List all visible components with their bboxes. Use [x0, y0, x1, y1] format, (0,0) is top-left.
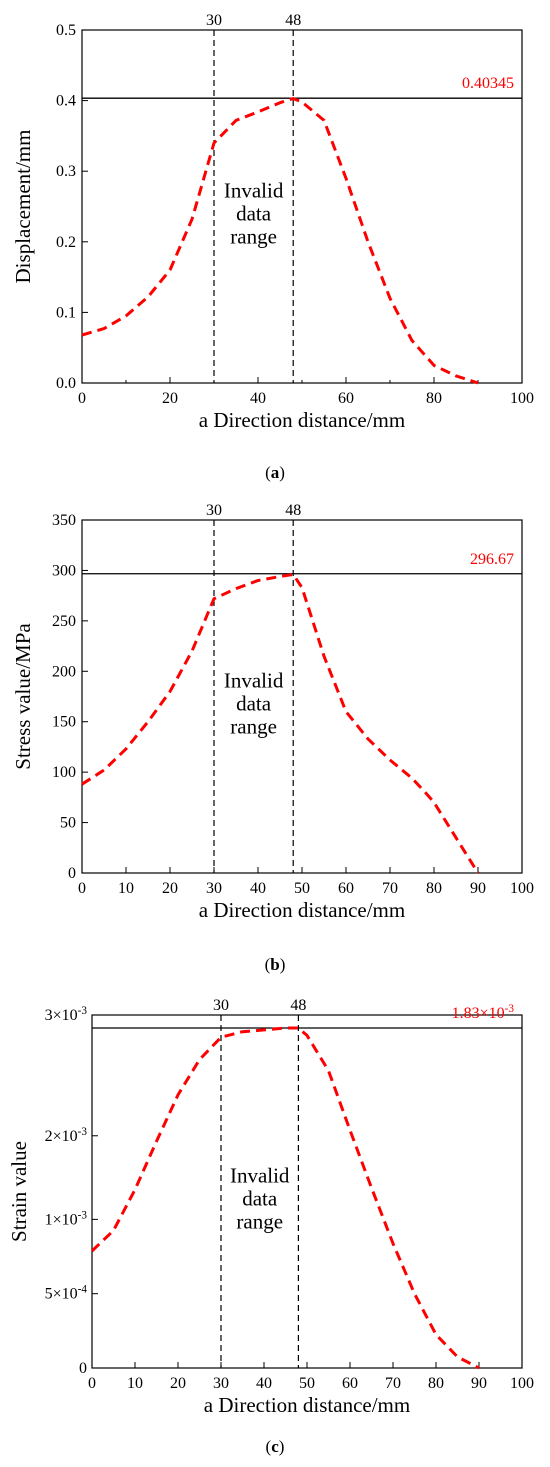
- x-tick-label: 0: [88, 1375, 96, 1392]
- panel-b: 0 10 20 30 40 50 60 70 80 90 100 0 50 100 150 200 250 300…: [0, 490, 550, 930]
- plot-frame: [91, 1014, 523, 1369]
- strain-chart: 0 10 20 30 40 50 60 70 80 90 100 0 5×10-4 1×10-3 2×10-…: [7, 997, 534, 1417]
- stress-chart: 0 10 20 30 40 50 60 70 80 90 100 0 50 100 150 200 250 300…: [11, 502, 534, 922]
- x-tick-label: 40: [256, 1375, 272, 1392]
- y-tick-label: 350: [52, 512, 76, 529]
- marker-label-30: 30: [206, 12, 222, 29]
- y-tick-label: 150: [52, 714, 76, 731]
- x-axis-label: a Direction distance/mm: [204, 1393, 410, 1417]
- x-axis-label: a Direction distance/mm: [199, 408, 405, 432]
- x-tick-label: 30: [206, 880, 222, 897]
- y-tick-label: 0.3: [56, 163, 76, 180]
- y-tick-label: 2×10-3: [45, 1126, 88, 1145]
- x-tick-label: 70: [385, 1375, 401, 1392]
- y-tick-label: 0.0: [56, 375, 76, 392]
- invalid-range-annotation: data: [242, 1187, 278, 1211]
- x-tick-label: 50: [294, 880, 310, 897]
- x-tick-label: 10: [118, 880, 134, 897]
- invalid-range-annotation: data: [236, 692, 272, 716]
- panel-c: 0 10 20 30 40 50 60 70 80 90 100 0 5×10-4 1×10-3 2×10-…: [0, 985, 550, 1425]
- peak-value-label: 0.40345: [462, 75, 514, 92]
- x-tick-label: 80: [426, 390, 442, 407]
- y-tick-label: 0.4: [56, 93, 76, 110]
- y-tick-label: 0: [68, 865, 76, 882]
- y-tick-label: 200: [52, 663, 76, 680]
- invalid-range-annotation: range: [230, 715, 277, 739]
- x-tick-label: 10: [127, 1375, 143, 1392]
- x-tick-label: 90: [471, 1375, 487, 1392]
- x-axis-label: a Direction distance/mm: [199, 898, 405, 922]
- y-tick-label: 3×10-3: [45, 1005, 88, 1024]
- marker-label-30: 30: [206, 502, 222, 519]
- x-tick-label: 20: [162, 390, 178, 407]
- marker-label-48: 48: [285, 12, 301, 29]
- x-tick-label: 40: [250, 390, 266, 407]
- marker-label-48: 48: [285, 502, 301, 519]
- y-axis-label: Strain value: [7, 1141, 31, 1242]
- plot-frame: [81, 29, 523, 384]
- invalid-range-annotation: range: [236, 1210, 283, 1234]
- y-tick-label: 250: [52, 613, 76, 630]
- invalid-range-annotation: Invalid: [224, 669, 284, 693]
- caption-c: (c): [265, 1437, 285, 1456]
- invalid-range-annotation: data: [236, 202, 272, 226]
- y-tick-label: 300: [52, 562, 76, 579]
- x-tick-label: 30: [213, 1375, 229, 1392]
- caption-b: (b): [264, 955, 286, 974]
- x-tick-label: 80: [426, 880, 442, 897]
- y-tick-label: 0: [79, 1360, 87, 1377]
- data-series-line: [90, 1026, 480, 1370]
- peak-value-label: 1.83×10-3: [452, 1003, 515, 1022]
- x-tick-label: 60: [338, 390, 354, 407]
- y-tick-label: 5×10-4: [45, 1284, 88, 1303]
- x-tick-label: 100: [510, 390, 534, 407]
- x-tick-label: 100: [510, 880, 534, 897]
- peak-value-label: 296.67: [470, 551, 514, 568]
- marker-label-48: 48: [290, 997, 306, 1014]
- data-series-line: [81, 97, 479, 385]
- invalid-range-annotation: Invalid: [224, 179, 284, 203]
- marker-label-30: 30: [213, 997, 229, 1014]
- caption-a: (a): [265, 463, 285, 482]
- y-tick-label: 100: [52, 764, 76, 781]
- invalid-range-annotation: Invalid: [230, 1164, 290, 1188]
- y-axis-label: Stress value/MPa: [11, 623, 35, 770]
- x-tick-label: 60: [342, 1375, 358, 1392]
- y-tick-label: 50: [60, 815, 76, 832]
- x-tick-label: 0: [78, 390, 86, 407]
- plot-frame: [81, 519, 523, 874]
- data-series-line: [81, 573, 480, 874]
- panel-a: 0 20 40 60 80 100 0.0 0.1 0.2 0.3 0.4 0.5 a Directio…: [0, 0, 550, 435]
- y-tick-label: 0.1: [56, 304, 76, 321]
- x-tick-label: 70: [382, 880, 398, 897]
- y-axis-label: Displacement/mm: [11, 130, 35, 284]
- x-tick-label: 0: [78, 880, 86, 897]
- displacement-chart: 0 20 40 60 80 100 0.0 0.1 0.2 0.3 0.4 0.5 a Directio…: [11, 12, 534, 432]
- x-tick-label: 100: [510, 1375, 534, 1392]
- x-tick-label: 60: [338, 880, 354, 897]
- x-tick-label: 20: [170, 1375, 186, 1392]
- y-tick-label: 1×10-3: [45, 1209, 88, 1228]
- y-tick-label: 0.5: [56, 22, 76, 39]
- y-tick-label: 0.2: [56, 234, 76, 251]
- x-tick-label: 80: [428, 1375, 444, 1392]
- x-tick-label: 20: [162, 880, 178, 897]
- x-tick-label: 50: [299, 1375, 315, 1392]
- x-tick-label: 90: [470, 880, 486, 897]
- invalid-range-annotation: range: [230, 225, 277, 249]
- x-tick-label: 40: [250, 880, 266, 897]
